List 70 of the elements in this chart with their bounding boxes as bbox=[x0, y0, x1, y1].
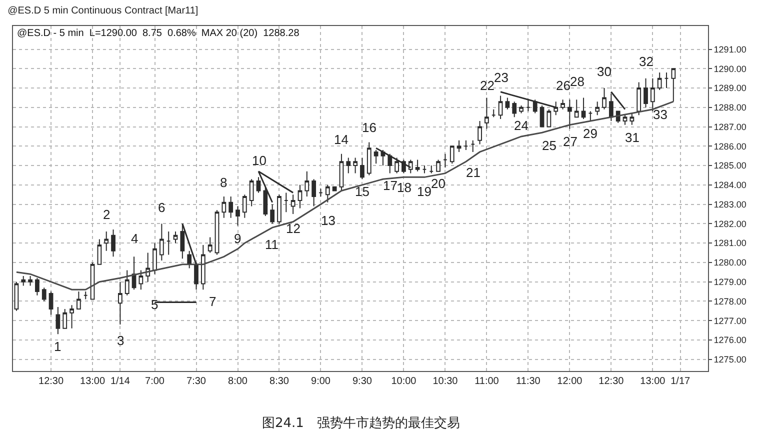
annotation: 16 bbox=[362, 120, 376, 135]
y-tick-label: 1284.00 bbox=[714, 180, 746, 190]
annotation: 21 bbox=[466, 165, 480, 180]
y-tick-label: 1281.00 bbox=[714, 238, 746, 248]
y-tick-label: 1280.00 bbox=[714, 258, 746, 268]
y-tick-label: 1288.00 bbox=[714, 102, 746, 113]
annotation: 8 bbox=[220, 175, 228, 190]
x-tick-label: 7:00 bbox=[145, 376, 165, 387]
x-tick-label: 13:00 bbox=[80, 376, 106, 387]
annotation: 6 bbox=[158, 200, 166, 215]
x-tick-label: 8:30 bbox=[270, 376, 290, 387]
annotation: 13 bbox=[321, 213, 336, 228]
y-tick-label: 1289.00 bbox=[714, 83, 746, 94]
annotation: 32 bbox=[639, 54, 654, 69]
annotation: 18 bbox=[397, 180, 412, 195]
y-tick-label: 1283.00 bbox=[714, 199, 746, 210]
annotation: 11 bbox=[265, 237, 278, 252]
chart-subtitle: @ES.D - 5 min L=1290.00 8.75 0.68% MAX 20 (20) 1288.28 bbox=[17, 28, 300, 39]
x-tick-label: 10:30 bbox=[432, 376, 458, 387]
annotation: 26 bbox=[556, 78, 570, 93]
x-tick-label: 11:30 bbox=[516, 376, 541, 387]
annotation: 23 bbox=[494, 70, 508, 85]
y-tick-label: 1285.00 bbox=[714, 160, 746, 171]
annotation: 4 bbox=[131, 231, 138, 246]
annotation: 1 bbox=[54, 339, 62, 354]
x-tick-label: 9:00 bbox=[311, 376, 331, 387]
annotation: 12 bbox=[286, 221, 300, 236]
caption: 图24.1 强势牛市趋势的最佳交易 bbox=[262, 415, 460, 431]
x-tick-label: 13:00 bbox=[640, 376, 666, 387]
annotation: 7 bbox=[209, 294, 216, 309]
y-tick-label: 1277.00 bbox=[714, 316, 746, 326]
annotation: 10 bbox=[252, 153, 266, 168]
annotation: 28 bbox=[570, 74, 584, 89]
annotation: 19 bbox=[417, 184, 432, 199]
annotation: 25 bbox=[542, 138, 556, 153]
y-tick-label: 1286.00 bbox=[714, 141, 746, 152]
annotation: 9 bbox=[234, 231, 242, 246]
annotation: 3 bbox=[117, 333, 124, 348]
annotation: 31 bbox=[625, 130, 640, 145]
annotation: 14 bbox=[334, 132, 348, 147]
x-tick-label: 12:30 bbox=[598, 376, 624, 387]
annotation: 5 bbox=[151, 297, 158, 312]
y-tick-label: 1282.00 bbox=[714, 218, 746, 229]
x-tick-label: 8:00 bbox=[228, 376, 248, 387]
y-tick-label: 1291.00 bbox=[714, 44, 746, 54]
y-tick-label: 1290.00 bbox=[714, 64, 746, 74]
x-tick-label: 1/14 bbox=[110, 376, 130, 387]
y-tick-label: 1279.00 bbox=[714, 276, 746, 287]
x-tick-label: 7:30 bbox=[186, 376, 206, 387]
chart-title: @ES.D 5 min Continuous Contract [Mar11] bbox=[8, 6, 198, 17]
annotation: 27 bbox=[563, 134, 578, 149]
annotation: 22 bbox=[480, 78, 494, 93]
annotation: 17 bbox=[383, 178, 398, 193]
annotation: 2 bbox=[103, 207, 110, 222]
x-tick-label: 11:00 bbox=[474, 376, 500, 387]
annotation: 20 bbox=[431, 176, 446, 191]
y-tick-label: 1287.00 bbox=[714, 122, 746, 132]
annotation: 29 bbox=[583, 126, 598, 141]
y-tick-label: 1276.00 bbox=[714, 335, 746, 346]
x-tick-label: 1/17 bbox=[670, 376, 691, 387]
annotation: 24 bbox=[514, 118, 528, 133]
annotation: 33 bbox=[653, 107, 668, 122]
x-tick-label: 12:30 bbox=[38, 376, 64, 387]
x-tick-label: 12:00 bbox=[557, 376, 583, 387]
x-tick-label: 10:00 bbox=[391, 376, 417, 387]
y-tick-label: 1278.00 bbox=[714, 296, 746, 306]
annotation: 15 bbox=[355, 184, 370, 199]
x-tick-label: 9:30 bbox=[352, 376, 372, 387]
y-tick-label: 1275.00 bbox=[714, 354, 746, 365]
annotation: 30 bbox=[597, 64, 612, 79]
